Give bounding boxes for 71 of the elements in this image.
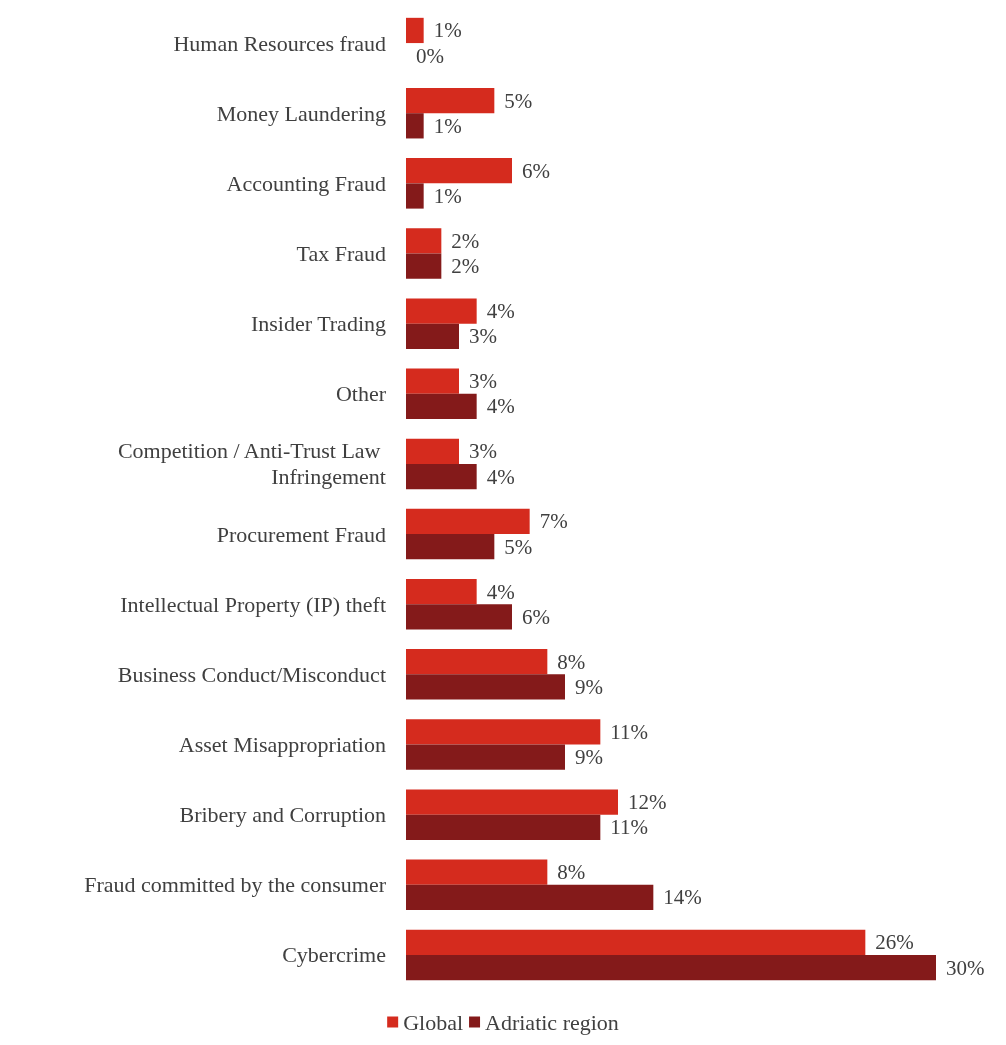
bar bbox=[406, 228, 442, 254]
y-tick-label: Other bbox=[335, 381, 387, 407]
bar bbox=[406, 814, 601, 840]
bar bbox=[406, 744, 565, 770]
bar bbox=[406, 649, 548, 675]
bar bbox=[406, 183, 424, 209]
bar bbox=[406, 534, 495, 560]
bar bbox=[406, 113, 424, 139]
bar bbox=[406, 578, 477, 605]
data-label: 0% bbox=[416, 43, 444, 68]
data-label: 6% bbox=[522, 158, 550, 183]
data-label: 2% bbox=[451, 254, 480, 279]
y-tick-label: Asset Misappropriation bbox=[178, 732, 386, 757]
bar bbox=[406, 158, 512, 184]
y-tick-label: Business Conduct/Misconduct bbox=[117, 661, 386, 687]
y-tick-label: Bribery and Corruption bbox=[179, 802, 386, 828]
bar bbox=[406, 393, 477, 420]
y-tick-label: Fraud committed by the consumer bbox=[84, 872, 387, 898]
data-label: 8% bbox=[557, 649, 586, 674]
bar bbox=[406, 87, 495, 114]
bar bbox=[406, 298, 477, 324]
data-label: 9% bbox=[575, 745, 603, 770]
y-tick-label: Accounting Fraud bbox=[226, 170, 386, 196]
bar bbox=[406, 438, 459, 464]
bar bbox=[406, 368, 459, 394]
bar bbox=[406, 17, 424, 44]
legend-label: Adriatic region bbox=[485, 1009, 619, 1035]
bar bbox=[406, 604, 512, 630]
data-label: 4% bbox=[486, 394, 515, 419]
data-label: 5% bbox=[504, 534, 533, 559]
data-label: 4% bbox=[486, 299, 515, 324]
bar bbox=[406, 859, 548, 885]
data-label: 9% bbox=[575, 674, 603, 699]
y-tick-label: Competition / Anti-Trust Law Infringement bbox=[117, 438, 386, 490]
data-label: 3% bbox=[469, 439, 497, 464]
data-label: 1% bbox=[433, 183, 462, 208]
bar bbox=[406, 884, 654, 911]
data-label: 8% bbox=[557, 860, 586, 885]
data-label: 1% bbox=[433, 18, 462, 43]
bar bbox=[406, 674, 565, 700]
data-label: 30% bbox=[946, 955, 985, 980]
data-label: 2% bbox=[451, 228, 480, 253]
bar bbox=[406, 508, 530, 535]
data-label: 6% bbox=[522, 604, 550, 629]
bar bbox=[406, 789, 618, 815]
data-label: 3% bbox=[469, 324, 497, 349]
data-label: 3% bbox=[469, 369, 497, 394]
bar bbox=[406, 323, 459, 349]
data-label: 12% bbox=[628, 790, 667, 815]
data-label: 11% bbox=[610, 815, 649, 840]
data-label: 5% bbox=[504, 88, 533, 113]
data-label: 4% bbox=[486, 464, 515, 489]
data-label: 1% bbox=[433, 113, 462, 138]
legend-label: Global bbox=[403, 1009, 464, 1035]
data-label: 11% bbox=[610, 719, 649, 744]
bar bbox=[406, 253, 442, 279]
y-tick-label: Money Laundering bbox=[216, 100, 386, 126]
bar bbox=[406, 719, 601, 745]
bar bbox=[406, 954, 936, 981]
bar bbox=[406, 929, 866, 955]
data-label: 14% bbox=[663, 885, 702, 910]
data-label: 4% bbox=[486, 579, 515, 604]
bar bbox=[406, 463, 477, 490]
y-tick-label: Tax Fraud bbox=[296, 241, 386, 266]
y-tick-label: Human Resources fraud bbox=[173, 30, 386, 56]
data-label: 26% bbox=[875, 930, 914, 955]
y-tick-label: Cybercrime bbox=[282, 942, 386, 968]
data-label: 7% bbox=[539, 509, 568, 534]
y-tick-label: Procurement Fraud bbox=[216, 521, 386, 547]
y-tick-label: Insider Trading bbox=[250, 311, 386, 337]
y-tick-label: Intellectual Property (IP) theft bbox=[120, 591, 386, 617]
